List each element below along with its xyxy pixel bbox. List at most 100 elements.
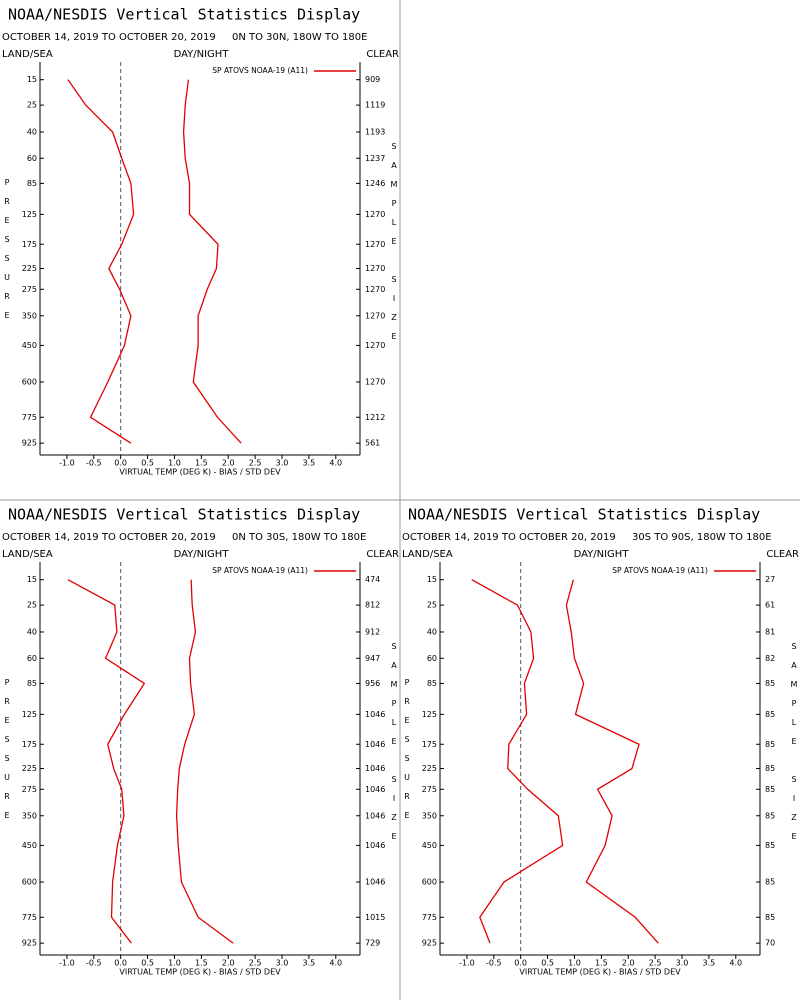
chart-title: NOAA/NESDIS Vertical Statistics Display [8, 506, 360, 524]
y-tick-label: 25 [27, 101, 37, 110]
series-line [67, 579, 146, 944]
sample-size: 85 [765, 740, 775, 749]
x-tick-label: 0.5 [541, 959, 554, 968]
y-tick-label: 925 [22, 439, 37, 448]
y-tick-label: 25 [27, 601, 37, 610]
legend-label: SP ATOVS NOAA-19 (A11) [212, 566, 308, 575]
sample-size: 1270 [365, 378, 385, 387]
y-tick-label: 15 [27, 575, 37, 584]
sample-size: 27 [765, 575, 775, 584]
x-tick-label: -0.5 [86, 459, 102, 468]
y-tick-label: 175 [422, 740, 437, 749]
y-tick-label: 275 [22, 785, 37, 794]
y-tick-label: 175 [22, 740, 37, 749]
sample-size: 1270 [365, 240, 385, 249]
date-range: OCTOBER 14, 2019 TO OCTOBER 20, 2019 [2, 32, 216, 43]
sample-size: 1246 [365, 179, 385, 188]
y-tick-label: 600 [22, 878, 37, 887]
y-tick-label: 225 [422, 764, 437, 773]
sample-size: 1237 [365, 154, 385, 163]
x-tick-label: 1.0 [168, 459, 181, 468]
x-tick-label: 1.5 [595, 959, 608, 968]
x-tick-label: 0.0 [514, 959, 527, 968]
sample-size: 1046 [365, 740, 385, 749]
sample-size: 1046 [365, 841, 385, 850]
region: 0N TO 30S, 180W TO 180E [232, 532, 366, 543]
x-tick-label: 4.0 [329, 959, 342, 968]
center-header: DAY/NIGHT [574, 549, 630, 560]
right-header: CLEAR [366, 49, 399, 60]
y-tick-label: 350 [22, 311, 37, 320]
right-header: CLEAR [366, 549, 399, 560]
sample-size: 1270 [365, 285, 385, 294]
y-tick-label: 25 [427, 601, 437, 610]
chart-panel: NOAA/NESDIS Vertical Statistics Display O… [2, 6, 399, 477]
sample-size: 1193 [365, 127, 385, 136]
sample-size: 1119 [365, 101, 385, 110]
y-tick-label: 60 [27, 654, 37, 663]
sample-size: 1212 [365, 413, 385, 422]
x-tick-label: 1.0 [168, 959, 181, 968]
sample-size: 85 [765, 878, 775, 887]
y-tick-label: 125 [422, 710, 437, 719]
sample-size: 912 [365, 627, 380, 636]
region: 0N TO 30N, 180W TO 180E [232, 32, 367, 43]
y-tick-label: 15 [427, 575, 437, 584]
sample-size: 729 [365, 939, 380, 948]
y-tick-label: 775 [22, 413, 37, 422]
series-line [565, 579, 659, 944]
y-tick-label: 85 [27, 179, 37, 188]
y2-axis-label: SAMPLE SIZE [390, 142, 399, 351]
sample-size: 1270 [365, 210, 385, 219]
sample-size: 82 [765, 654, 775, 663]
y-tick-label: 60 [27, 154, 37, 163]
y-tick-label: 450 [22, 341, 37, 350]
x-tick-label: -1.0 [59, 459, 75, 468]
sample-size: 85 [765, 913, 775, 922]
x-tick-label: 2.5 [249, 959, 262, 968]
left-header: LAND/SEA [2, 49, 53, 60]
x-tick-label: 0.5 [141, 959, 154, 968]
sample-size: 1046 [365, 710, 385, 719]
y-tick-label: 125 [22, 710, 37, 719]
chart-panel: NOAA/NESDIS Vertical Statistics Display O… [402, 506, 799, 977]
y-tick-label: 775 [22, 913, 37, 922]
sample-size: 85 [765, 811, 775, 820]
sample-size: 1046 [365, 811, 385, 820]
left-header: LAND/SEA [402, 549, 453, 560]
y-tick-label: 450 [422, 841, 437, 850]
y-tick-label: 85 [427, 679, 437, 688]
x-tick-label: -1.0 [59, 959, 75, 968]
sample-size: 85 [765, 679, 775, 688]
sample-size: 85 [765, 841, 775, 850]
sample-size: 909 [365, 75, 380, 84]
x-tick-label: 4.0 [729, 959, 742, 968]
x-tick-label: 1.5 [195, 459, 208, 468]
y-tick-label: 350 [22, 811, 37, 820]
sample-size: 70 [765, 939, 775, 948]
x-tick-label: -0.5 [486, 959, 502, 968]
legend-label: SP ATOVS NOAA-19 (A11) [612, 566, 708, 575]
sample-size: 1270 [365, 264, 385, 273]
y-tick-label: 275 [422, 785, 437, 794]
y-tick-label: 450 [22, 841, 37, 850]
chart-panel: NOAA/NESDIS Vertical Statistics Display O… [2, 506, 399, 977]
x-axis-label: VIRTUAL TEMP (DEG K) - BIAS / STD DEV [119, 468, 281, 477]
y-tick-label: 40 [27, 627, 37, 636]
y-tick-label: 225 [22, 264, 37, 273]
y-tick-label: 600 [422, 878, 437, 887]
sample-size: 85 [765, 785, 775, 794]
x-tick-label: 3.0 [276, 959, 289, 968]
x-tick-label: 2.0 [222, 959, 235, 968]
sample-size: 474 [365, 575, 380, 584]
x-axis-label: VIRTUAL TEMP (DEG K) - BIAS / STD DEV [519, 968, 681, 977]
x-tick-label: 2.0 [222, 459, 235, 468]
sample-size: 956 [365, 679, 380, 688]
y-axis-label: PRESSURE [403, 678, 412, 830]
y-tick-label: 60 [427, 654, 437, 663]
x-tick-label: -0.5 [86, 959, 102, 968]
center-header: DAY/NIGHT [174, 549, 230, 560]
x-tick-label: 3.0 [276, 459, 289, 468]
y-tick-label: 125 [22, 210, 37, 219]
